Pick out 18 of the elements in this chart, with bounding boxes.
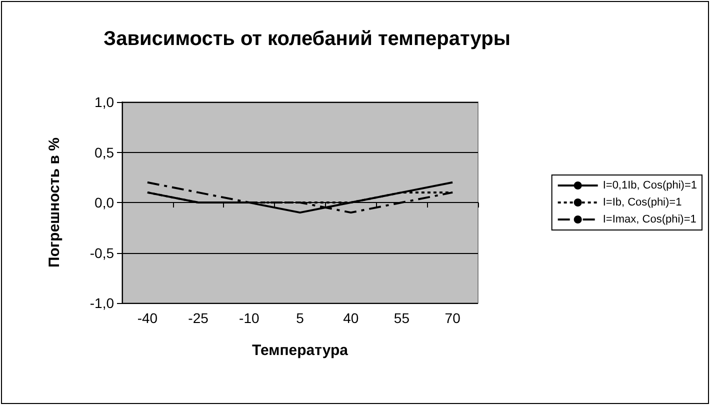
x-tick-label: 5 (296, 310, 304, 326)
y-tick-label: -0,5 (90, 244, 114, 261)
x-tick-label: 40 (343, 310, 359, 326)
y-axis-title: Погрешность в % (46, 137, 63, 268)
y-tick-label: 0,5 (94, 144, 114, 160)
y-tick-label: -1,0 (90, 295, 114, 311)
x-axis-title: Температура (252, 342, 349, 359)
x-tick-label: 70 (444, 310, 461, 326)
x-tick-label: -40 (137, 310, 158, 326)
legend-label: I=Ib, Cos(phi)=1 (602, 196, 682, 208)
legend-label: I=0,1Ib, Cos(phi)=1 (602, 180, 698, 192)
x-tick-label: 55 (394, 310, 410, 326)
x-tick-label: -25 (188, 310, 209, 326)
chart-title: Зависимость от колебаний температуры (104, 28, 510, 50)
y-tick-label: 0,0 (94, 194, 114, 210)
legend-label: I=Imax, Cos(phi)=1 (602, 214, 696, 226)
y-tick-label: 1,0 (94, 94, 114, 110)
x-tick-label: -10 (239, 310, 260, 326)
